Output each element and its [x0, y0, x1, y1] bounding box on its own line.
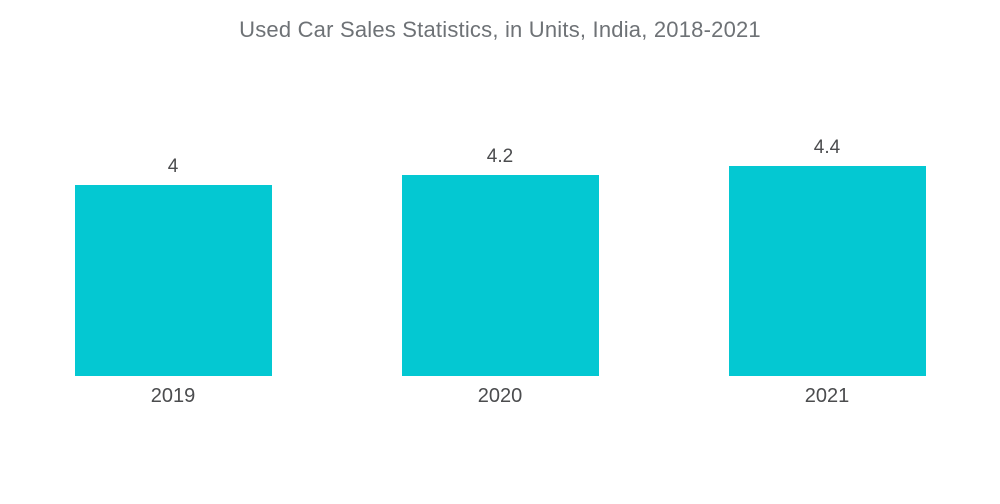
bar — [74, 185, 272, 376]
category-label: 2019 — [150, 385, 196, 407]
chart-title: Used Car Sales Statistics, in Units, Ind… — [239, 17, 761, 42]
value-label: 4 — [167, 156, 179, 177]
bar — [728, 166, 926, 376]
category-label: 2020 — [477, 385, 523, 407]
value-label: 4.4 — [813, 137, 841, 158]
bar-group: 4 2019 — [10, 0, 337, 420]
bar-group: 4.2 2020 — [337, 0, 664, 420]
value-label: 4.2 — [486, 146, 514, 167]
bar — [401, 175, 599, 376]
category-label: 2021 — [804, 385, 850, 407]
bar-group: 4.4 2021 — [664, 0, 991, 420]
bar-chart: 4 2019 4.2 2020 4.4 2021 — [10, 0, 991, 420]
